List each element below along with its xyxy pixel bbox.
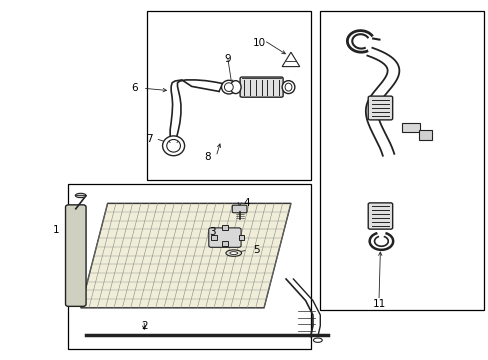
FancyBboxPatch shape (232, 205, 246, 213)
Ellipse shape (166, 139, 180, 152)
FancyBboxPatch shape (65, 205, 86, 306)
Polygon shape (282, 52, 299, 67)
Ellipse shape (225, 250, 241, 256)
Ellipse shape (162, 136, 184, 156)
Bar (221, 241, 228, 246)
Text: 5: 5 (253, 245, 260, 255)
Bar (211, 235, 217, 240)
Text: 1: 1 (53, 225, 60, 235)
Text: 8: 8 (204, 152, 211, 162)
Text: 11: 11 (371, 299, 385, 309)
Bar (418, 130, 431, 140)
Ellipse shape (229, 252, 237, 255)
Bar (238, 235, 244, 240)
Ellipse shape (282, 81, 294, 94)
FancyBboxPatch shape (367, 96, 392, 120)
Text: 6: 6 (131, 83, 138, 93)
Polygon shape (81, 203, 290, 308)
Bar (221, 225, 228, 230)
Ellipse shape (313, 338, 322, 342)
Ellipse shape (75, 193, 86, 198)
Bar (401, 123, 419, 132)
Text: 4: 4 (243, 198, 250, 208)
Ellipse shape (224, 83, 233, 91)
Bar (146, 11, 310, 180)
Text: 9: 9 (224, 54, 230, 64)
Text: 2: 2 (141, 321, 147, 331)
Ellipse shape (230, 81, 241, 94)
FancyBboxPatch shape (367, 203, 392, 229)
FancyBboxPatch shape (240, 77, 283, 97)
Ellipse shape (221, 80, 236, 94)
Text: 7: 7 (145, 134, 152, 144)
Bar (320, 11, 483, 310)
Text: 3: 3 (209, 227, 216, 237)
Bar (68, 184, 310, 349)
Text: 10: 10 (252, 38, 265, 48)
Ellipse shape (285, 83, 291, 91)
FancyBboxPatch shape (208, 228, 241, 247)
